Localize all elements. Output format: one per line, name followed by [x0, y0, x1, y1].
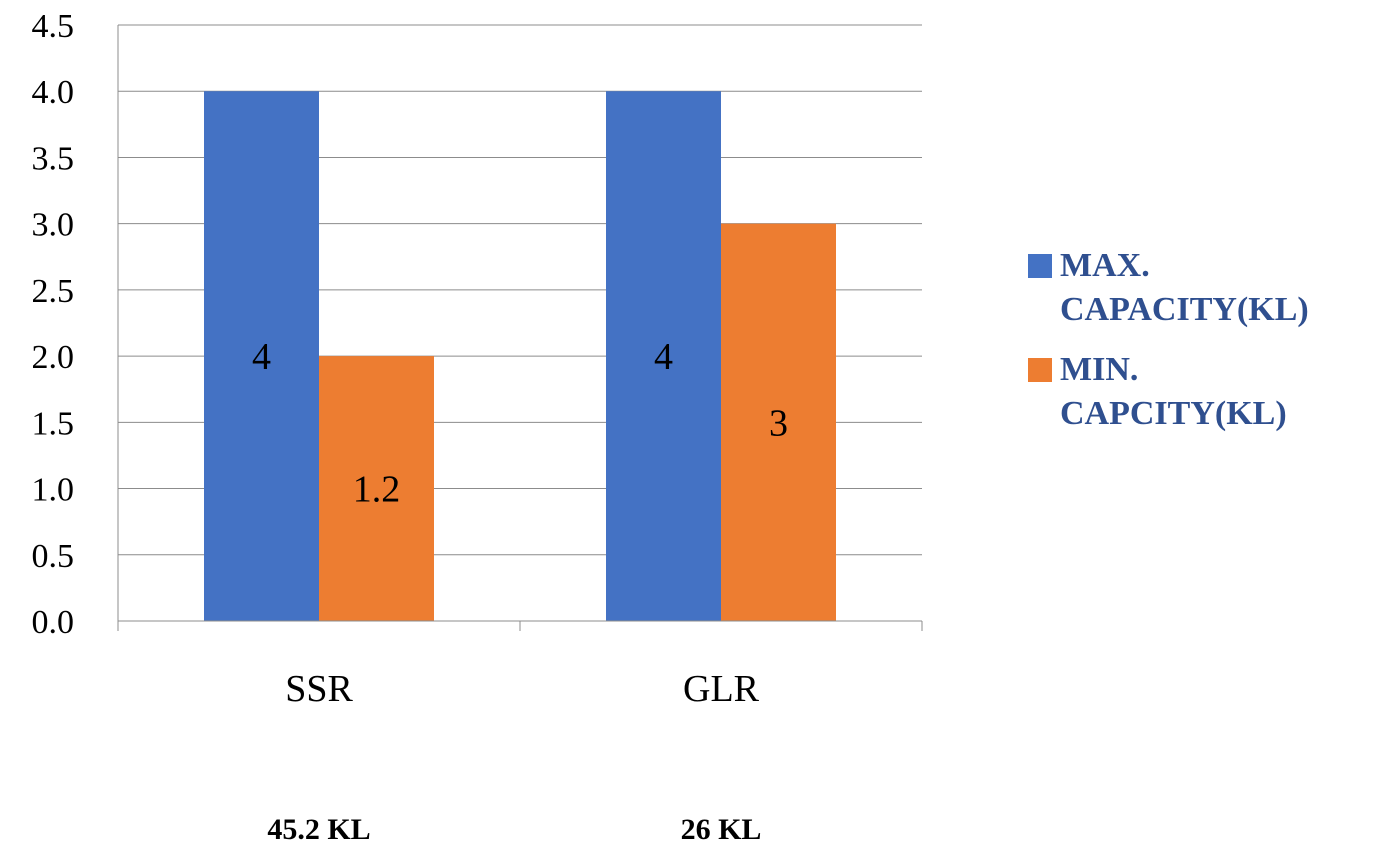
- legend-label-max: MAX. CAPACITY(KL): [1060, 247, 1309, 328]
- y-tick-label: 2.5: [32, 273, 75, 310]
- bar-max: [204, 91, 319, 621]
- bars: [204, 91, 836, 621]
- data-label: 1.2: [353, 469, 401, 511]
- y-tick-label: 3.5: [32, 140, 75, 177]
- y-tick-label: 1.5: [32, 405, 75, 442]
- y-tick-label: 0.0: [32, 604, 75, 641]
- axes: [117, 25, 923, 631]
- data-label: 3: [769, 402, 788, 444]
- category-footnote: 45.2 KL: [267, 813, 370, 843]
- x-category-label: SSR: [285, 668, 353, 710]
- x-category-label: GLR: [683, 668, 760, 710]
- legend-item-max: MAX. CAPACITY(KL): [1028, 244, 1368, 332]
- labels: 0.0 0.5 1.0 1.5 2.0 2.5 3.0 3.5 4.0 4.5 4 1.2 SSR 45.…: [32, 8, 789, 843]
- y-tick-label: 3.0: [32, 207, 75, 244]
- bar-max: [606, 91, 721, 621]
- y-tick-label: 2.0: [32, 339, 75, 376]
- y-tick-label: 0.5: [32, 538, 75, 575]
- bar-min: [721, 223, 836, 621]
- legend-swatch-max: [1028, 254, 1052, 278]
- legend: MAX. CAPACITY(KL) MIN. CAPCITY(KL): [1028, 244, 1368, 452]
- legend-swatch-min: [1028, 358, 1052, 382]
- legend-item-min: MIN. CAPCITY(KL): [1028, 348, 1368, 436]
- y-tick-label: 4.5: [32, 8, 75, 45]
- y-tick-label: 4.0: [32, 74, 75, 111]
- legend-label-min: MIN. CAPCITY(KL): [1060, 351, 1287, 432]
- category-footnote: 26 KL: [681, 813, 762, 843]
- data-label: 4: [654, 336, 673, 378]
- bar-min: [319, 356, 434, 621]
- data-label: 4: [252, 336, 271, 378]
- y-tick-label: 1.0: [32, 472, 75, 509]
